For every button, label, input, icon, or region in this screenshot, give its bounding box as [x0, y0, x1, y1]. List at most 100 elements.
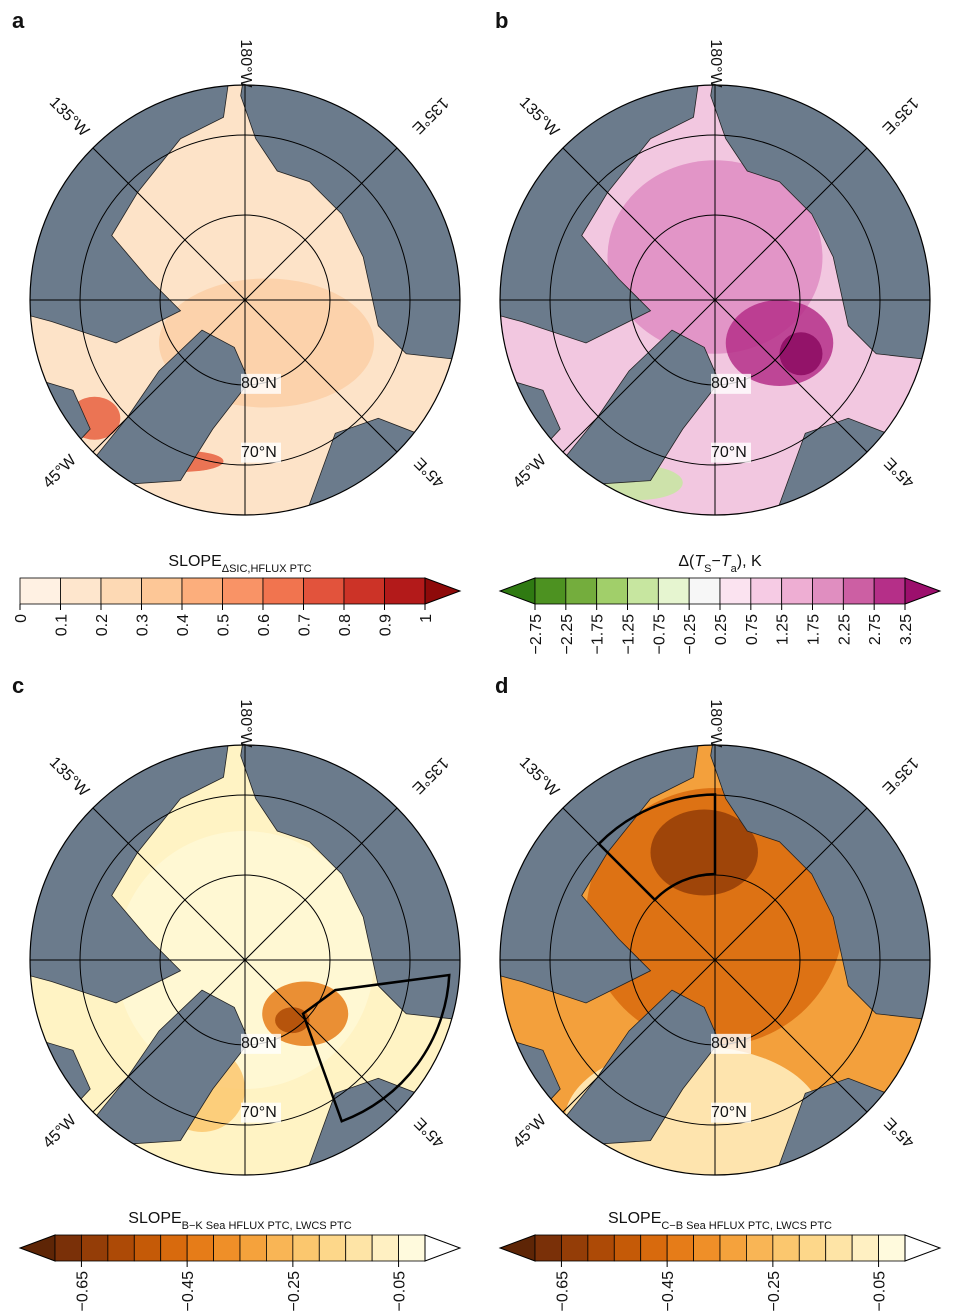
colorbar-tick-label: −0.05 [872, 1271, 889, 1311]
colorbar-title: SLOPEB−K Sea HFLUX PTC, LWCS PTC [128, 1210, 351, 1232]
colorbar-tick-label: −1.75 [590, 614, 607, 655]
colorbar-box [720, 1235, 746, 1261]
lat-label: 80°N [241, 1035, 277, 1052]
colorbar-tick-label: −0.25 [682, 614, 699, 655]
title-part: SLOPE [168, 553, 221, 570]
title-part: Δ( [678, 553, 695, 570]
colorbar-box [720, 578, 751, 604]
lon-label: 45°W [40, 1111, 80, 1151]
title-part: SLOPE [608, 1210, 661, 1227]
lon-label: 45°E [411, 1114, 448, 1151]
lat-label: 80°N [711, 375, 747, 392]
colorbar-box [344, 578, 385, 604]
colorbar-box [852, 1235, 878, 1261]
panel-letter: a [12, 8, 25, 33]
colorbar-box [813, 578, 844, 604]
lon-label: 135°E [879, 754, 922, 797]
colorbar-tick-label: −0.65 [554, 1271, 571, 1311]
colorbar-box [385, 578, 426, 604]
colorbar-box [161, 1235, 187, 1261]
colorbar-box [658, 578, 689, 604]
colorbar-box [614, 1235, 640, 1261]
lat-label: 70°N [241, 1104, 277, 1121]
colorbar-box [773, 1235, 799, 1261]
colorbar-box [843, 578, 874, 604]
colorbar-box [263, 578, 304, 604]
colorbar-box [134, 1235, 160, 1261]
colorbar-tick-label: −0.45 [660, 1271, 677, 1311]
colorbar-box [746, 1235, 772, 1261]
colorbar-extend [425, 1235, 460, 1261]
colorbar-tick-label: 0.4 [175, 614, 192, 636]
colorbar-tick-label: −0.25 [286, 1271, 303, 1311]
colorbar-box [399, 1235, 425, 1261]
lon-label: 135°E [409, 94, 452, 137]
colorbar-box [782, 578, 813, 604]
colorbar-box [142, 578, 183, 604]
lon-label: 135°W [516, 94, 563, 141]
colorbar-box [55, 1235, 81, 1261]
title-part: − [712, 553, 721, 570]
colorbar-box [641, 1235, 667, 1261]
colorbar-tick-label: 0.75 [744, 614, 761, 645]
colorbar-box [566, 578, 597, 604]
panel-letter: c [12, 673, 24, 698]
colorbar-box [751, 578, 782, 604]
lon-label: 45°W [510, 1111, 550, 1151]
colorbar-tick-label: 0.3 [135, 614, 152, 636]
colorbar-box [597, 578, 628, 604]
lon-label: 45°W [510, 451, 550, 491]
colorbar-box [346, 1235, 372, 1261]
colorbar-tick-label: 0.5 [216, 614, 233, 636]
colorbar-tick-label: −2.25 [559, 614, 576, 655]
lat-label: 80°N [711, 1035, 747, 1052]
colorbar-box [694, 1235, 720, 1261]
lon-label: 45°W [40, 451, 80, 491]
colorbar-tick-label: 1.75 [806, 614, 823, 645]
colorbar-tick-label: 0.8 [337, 614, 354, 636]
colorbar-box [667, 1235, 693, 1261]
colorbar-tick-label: 1 [418, 614, 435, 623]
colorbar-extend [905, 578, 940, 604]
colorbar-tick-label: −0.05 [392, 1271, 409, 1311]
lon-label: 45°E [881, 454, 918, 491]
colorbar-box [61, 578, 102, 604]
colorbar-tick-label: −1.25 [621, 614, 638, 655]
colorbar-title: SLOPEC−B Sea HFLUX PTC, LWCS PTC [608, 1210, 832, 1232]
lat-label: 70°N [711, 1104, 747, 1121]
lon-label: 135°W [46, 754, 93, 801]
colorbar-box [535, 1235, 561, 1261]
panel-letter: d [495, 673, 508, 698]
colorbar-tick-label: 0.6 [256, 614, 273, 636]
colorbar-box [214, 1235, 240, 1261]
colorbar-tick-label: 0.1 [54, 614, 71, 636]
colorbar-tick-label: 0 [13, 614, 30, 623]
lon-label: 135°W [46, 94, 93, 141]
colorbar-box [187, 1235, 213, 1261]
colorbar-box [588, 1235, 614, 1261]
colorbar-box [826, 1235, 852, 1261]
colorbar-extend [905, 1235, 940, 1261]
colorbar-box [319, 1235, 345, 1261]
colorbar-box [20, 578, 61, 604]
lon-label: 45°E [881, 1114, 918, 1151]
title-part: C−B Sea HFLUX PTC, LWCS PTC [661, 1220, 832, 1232]
colorbar-box [879, 1235, 905, 1261]
colorbar-box [182, 578, 223, 604]
colorbar-title: SLOPEΔSIC,HFLUX PTC [168, 553, 311, 575]
lon-label: 45°E [411, 454, 448, 491]
title-part: B−K Sea HFLUX PTC, LWCS PTC [182, 1220, 352, 1232]
shading [780, 332, 823, 375]
colorbar-tick-label: 3.25 [898, 614, 915, 645]
title-part: SLOPE [128, 1210, 181, 1227]
colorbar-title: Δ(TS−Ta), K [678, 553, 762, 575]
colorbar-tick-label: 0.9 [378, 614, 395, 636]
lon-label: 180°W [707, 39, 724, 88]
colorbar-tick-label: −2.75 [528, 614, 545, 655]
colorbar-tick-label: −0.45 [180, 1271, 197, 1311]
colorbar-box [81, 1235, 107, 1261]
colorbar-tick-label: −0.65 [74, 1271, 91, 1311]
